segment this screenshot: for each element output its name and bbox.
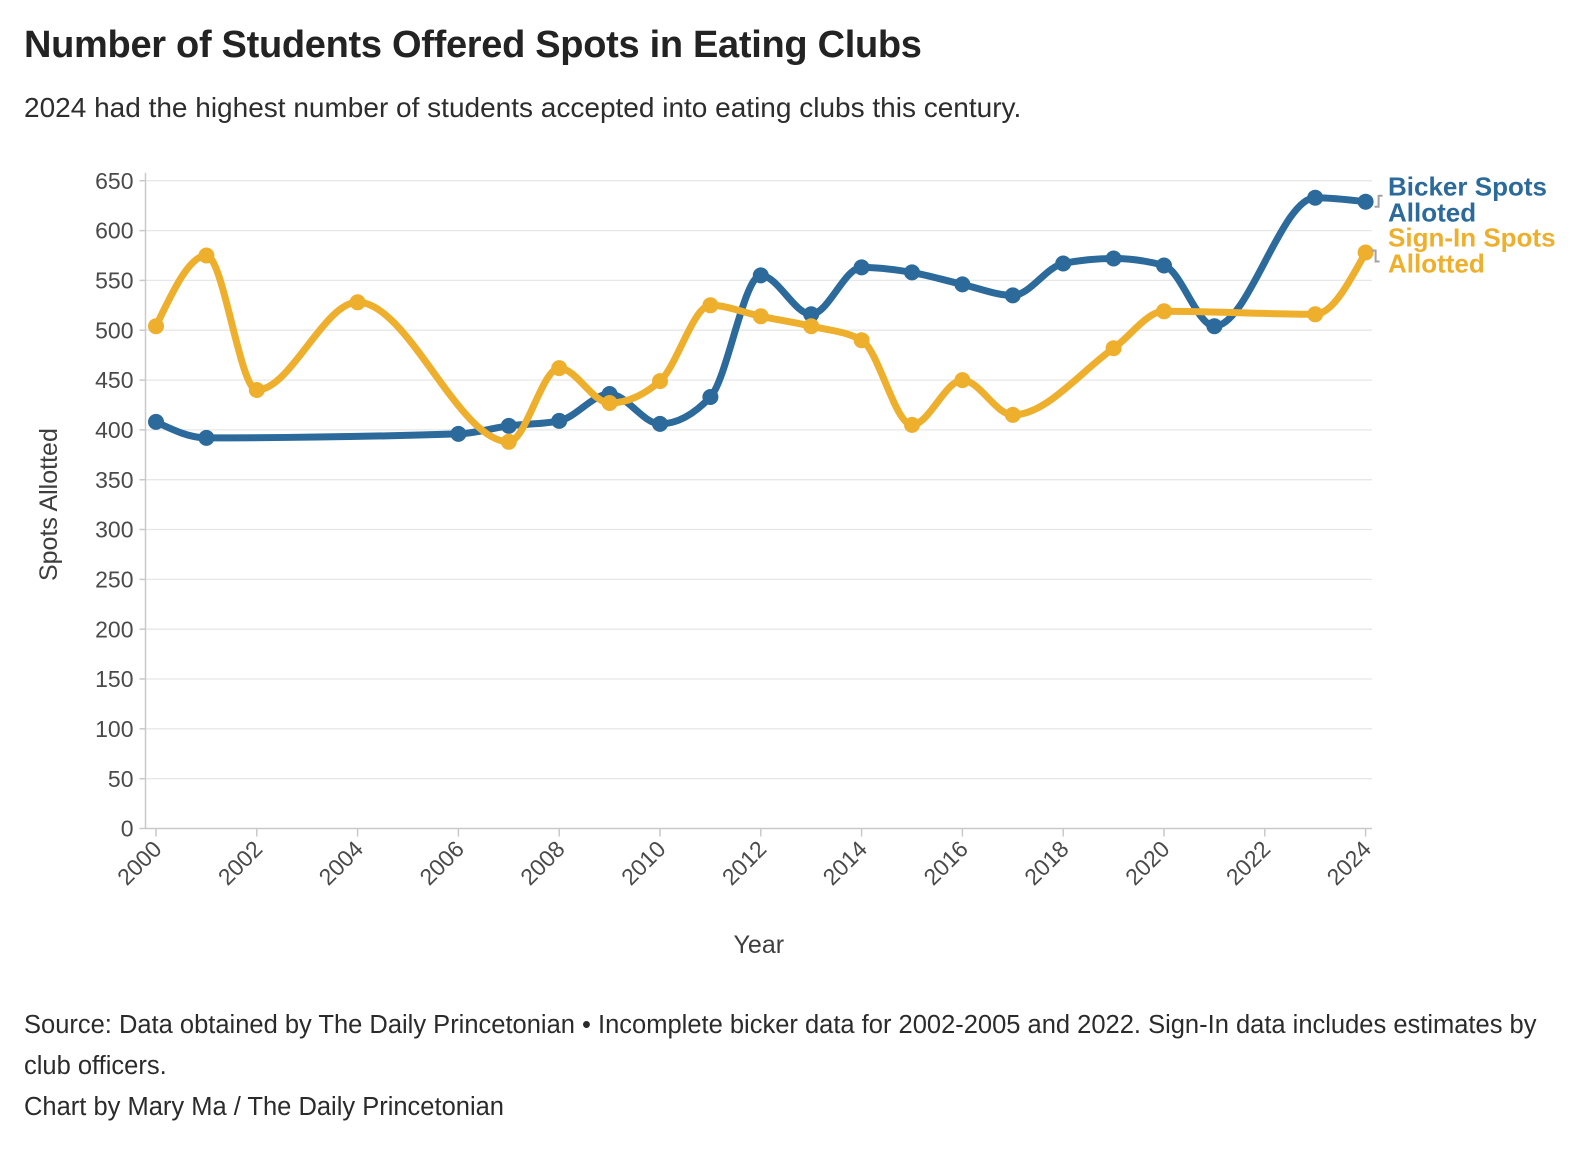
legend-label-signin-2: Allotted xyxy=(1388,249,1485,279)
legend-connector xyxy=(1371,249,1380,263)
signin-point xyxy=(248,382,265,398)
signin-point xyxy=(954,372,971,389)
legend-label-signin: Sign-In Spots xyxy=(1388,223,1556,253)
source-note: Source: Data obtained by The Daily Princ… xyxy=(24,1011,1537,1080)
y-tick-label: 0 xyxy=(121,816,134,842)
signin-point xyxy=(601,395,618,411)
signin-point xyxy=(349,294,366,311)
x-tick-label: 2002 xyxy=(213,836,268,891)
bicker-point xyxy=(702,389,719,405)
signin-point xyxy=(1156,303,1172,320)
x-tick-label: 2012 xyxy=(717,836,772,891)
signin-point xyxy=(652,373,668,390)
y-tick-label: 200 xyxy=(95,616,133,642)
y-tick-label: 550 xyxy=(95,267,133,293)
y-axis-title: Spots Allotted xyxy=(35,428,63,581)
signin-point xyxy=(752,308,769,325)
signin-point xyxy=(803,318,820,335)
x-tick-label: 2020 xyxy=(1120,836,1175,891)
x-tick-label: 2008 xyxy=(515,836,570,891)
signin-point xyxy=(1307,306,1324,323)
bicker-point xyxy=(904,264,920,281)
legend-label-bicker: Bicker Spots xyxy=(1388,172,1547,202)
bicker-point xyxy=(551,412,568,429)
bicker-point xyxy=(1004,287,1021,304)
x-tick-label: 2004 xyxy=(314,836,369,891)
bicker-point xyxy=(450,425,467,442)
bicker-point xyxy=(803,306,820,323)
x-tick-label: 2010 xyxy=(616,836,671,891)
legend-connector xyxy=(1374,194,1383,208)
signin-point xyxy=(148,318,164,335)
bicker-point xyxy=(1055,255,1072,272)
signin-point xyxy=(1357,244,1374,261)
x-tick-label: 2016 xyxy=(918,836,973,891)
bicker-point xyxy=(1357,193,1374,210)
chart-title: Number of Students Offered Spots in Eati… xyxy=(24,24,922,66)
credit-note: Chart by Mary Ma / The Daily Princetonia… xyxy=(24,1093,504,1121)
bicker-point xyxy=(853,259,870,276)
bicker-point xyxy=(500,417,517,434)
signin-point xyxy=(702,297,719,314)
signin-point xyxy=(198,247,215,264)
x-tick-label: 2022 xyxy=(1221,836,1276,891)
y-tick-label: 650 xyxy=(95,168,133,194)
signin-point xyxy=(551,360,568,377)
y-tick-label: 600 xyxy=(95,218,133,244)
y-tick-label: 250 xyxy=(95,566,133,592)
signin-point xyxy=(1004,406,1021,423)
chart-footer: Source: Data obtained by The Daily Princ… xyxy=(24,1005,1572,1128)
signin-point xyxy=(904,416,920,433)
bicker-point xyxy=(752,267,769,284)
bicker-point xyxy=(148,413,164,430)
signin-point xyxy=(1105,340,1122,357)
x-tick-label: 2006 xyxy=(414,836,469,891)
y-tick-label: 300 xyxy=(95,517,133,543)
y-tick-label: 350 xyxy=(95,467,133,493)
x-tick-label: 2018 xyxy=(1019,836,1074,891)
y-tick-label: 400 xyxy=(95,417,133,443)
signin-point xyxy=(500,433,517,450)
bicker-point xyxy=(1105,250,1122,267)
bicker-point xyxy=(198,429,215,446)
y-tick-label: 450 xyxy=(95,367,133,393)
bicker-point xyxy=(1156,257,1172,274)
bicker-point xyxy=(652,415,668,432)
y-tick-label: 100 xyxy=(95,716,133,742)
y-tick-label: 150 xyxy=(95,666,133,692)
chart-subtitle: 2024 had the highest number of students … xyxy=(24,92,1022,123)
bicker-point xyxy=(954,276,971,293)
y-tick-label: 50 xyxy=(108,766,134,792)
x-tick-label: 2014 xyxy=(818,836,873,891)
signin-point xyxy=(853,332,870,349)
x-tick-label: 2024 xyxy=(1322,836,1377,891)
x-tick-label: 2000 xyxy=(112,836,167,891)
bicker-point xyxy=(1307,189,1324,206)
legend-label-bicker-2: Alloted xyxy=(1388,198,1476,228)
y-tick-label: 500 xyxy=(95,317,133,343)
x-axis-title: Year xyxy=(734,931,785,959)
bicker-point xyxy=(1206,318,1223,335)
